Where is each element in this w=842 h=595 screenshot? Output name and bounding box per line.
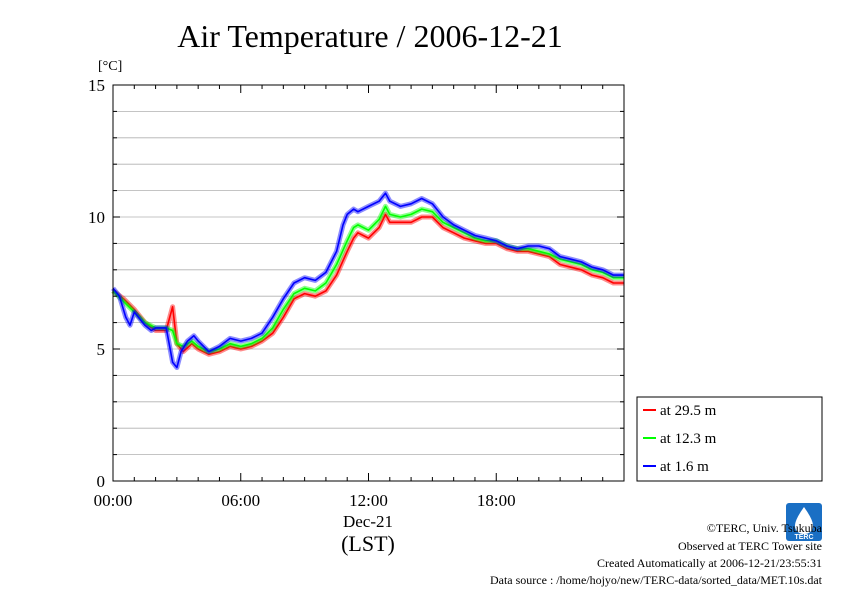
series-layer (111, 190, 624, 370)
logo-text: TERC (794, 534, 813, 541)
y-tick-label: 15 (88, 76, 105, 95)
legend-label: at 29.5 m (660, 403, 717, 419)
series-line-glow (111, 190, 624, 370)
x-date-label: Dec-21 (343, 512, 393, 531)
series-line (112, 205, 624, 353)
series-line-glow (111, 203, 624, 355)
y-tick-label: 10 (88, 208, 105, 227)
x-tick-label: 06:00 (221, 491, 260, 510)
credit-observed: Observed at TERC Tower site (677, 539, 822, 553)
y-tick-label: 0 (97, 472, 106, 491)
series-line (112, 192, 624, 369)
x-tick-label: 12:00 (349, 491, 388, 510)
legend-label: at 1.6 m (660, 459, 709, 475)
x-axis-ticks: 00:00 06:00 12:00 18:00 (94, 85, 625, 510)
y-axis-ticks: 0 5 10 15 (88, 76, 624, 491)
series-line-glow (111, 211, 624, 357)
credit-source: Data source : /home/hojyo/new/TERC-data/… (489, 573, 822, 587)
y-tick-label: 5 (97, 340, 106, 359)
legend-box (636, 396, 823, 482)
x-tick-label: 18:00 (477, 491, 516, 510)
water-drop-icon (795, 507, 813, 534)
chart-title: Air Temperature / 2006-12-21 (177, 18, 563, 54)
legend: at 29.5 m at 12.3 m at 1.6 m (636, 396, 823, 482)
plot-frame (112, 84, 625, 482)
x-tick-label: 00:00 (94, 491, 133, 510)
y-unit-label: [°C] (98, 59, 122, 74)
legend-label: at 12.3 m (660, 431, 717, 447)
credit-copyright: ©TERC, Univ. Tsukuba (706, 521, 822, 535)
credit-created: Created Automatically at 2006-12-21/23:5… (597, 556, 822, 570)
series-line (112, 213, 624, 356)
grid-lines (113, 111, 624, 456)
terc-logo: TERC (786, 503, 822, 541)
x-axis-label: (LST) (341, 531, 395, 556)
